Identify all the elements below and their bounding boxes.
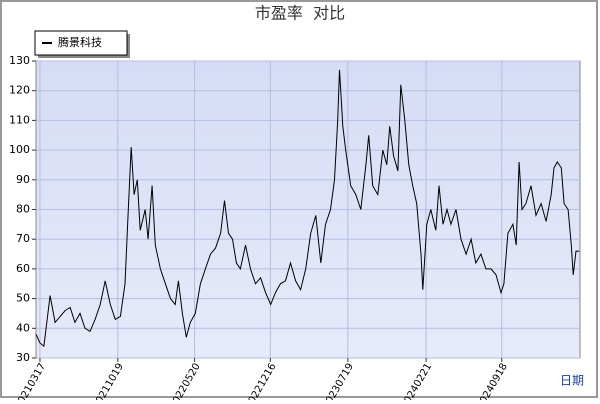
y-tick-label: 120	[9, 84, 30, 97]
y-tick-label: 90	[16, 173, 30, 186]
x-axis-label: 日期	[560, 374, 584, 388]
y-tick-label: 70	[16, 232, 30, 245]
y-tick-label: 40	[16, 321, 30, 334]
y-tick-label: 30	[16, 351, 30, 364]
y-tick-label: 130	[9, 54, 30, 67]
y-tick-label: 100	[9, 143, 30, 156]
y-tick-label: 50	[16, 292, 30, 305]
legend-label: 腾景科技	[58, 35, 102, 49]
y-tick-label: 80	[16, 203, 30, 216]
y-tick-label: 110	[9, 113, 30, 126]
series-line	[35, 69, 580, 348]
chart-title: 市盈率 对比	[255, 4, 345, 23]
y-tick-label: 60	[16, 262, 30, 275]
